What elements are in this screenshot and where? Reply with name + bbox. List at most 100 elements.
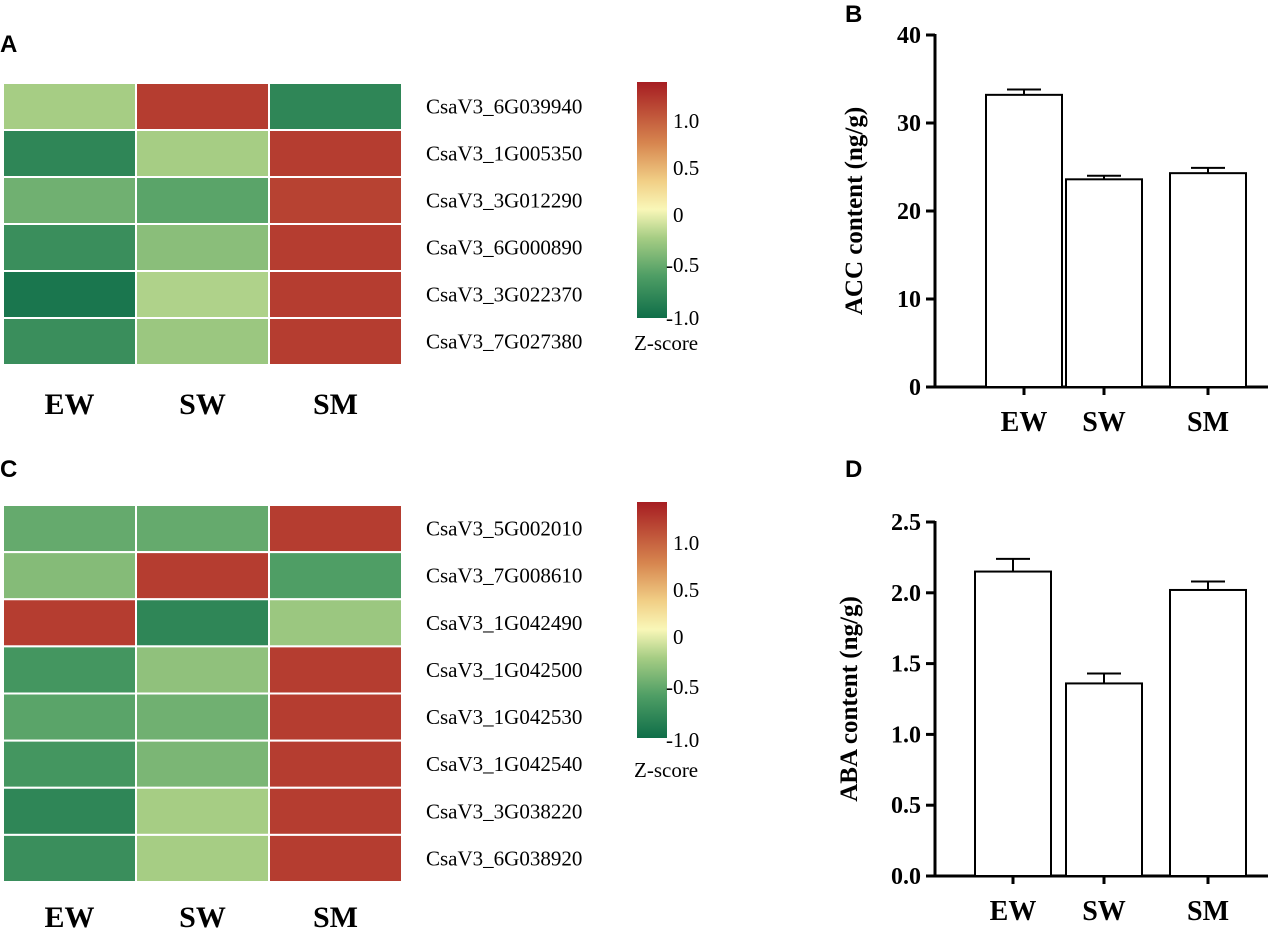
heatmap-row-label: CsaV3_1G042530 [426, 705, 582, 729]
y-tick-label: 1.5 [891, 652, 921, 678]
colorbar-a-tick-label: -1.0 [666, 306, 699, 330]
heatmap-column-label: EW [44, 388, 94, 421]
heatmap-cell [268, 82, 403, 131]
y-axis-label: ACC content (ng/g) [841, 107, 868, 315]
x-tick-label: SW [1082, 896, 1126, 927]
heatmap-cell [135, 129, 270, 178]
heatmap-cell [268, 598, 403, 648]
x-tick-label: SM [1187, 896, 1229, 927]
colorbar-a-tick-label: -0.5 [666, 253, 699, 277]
x-tick-label: EW [1001, 407, 1048, 438]
heatmap-cell [268, 504, 403, 554]
heatmap-cell [268, 270, 403, 319]
heatmap-row-label: CsaV3_1G042540 [426, 752, 582, 776]
heatmap-cell [2, 551, 137, 601]
heatmap-cell [135, 223, 270, 272]
heatmap-row-label: CsaV3_6G038920 [426, 846, 582, 870]
heatmap-cell [2, 692, 137, 742]
heatmap-cell [268, 739, 403, 789]
heatmap-cell [135, 317, 270, 366]
heatmap-cell [2, 82, 137, 131]
heatmap-cell [268, 645, 403, 695]
heatmap-column-label: SW [179, 388, 226, 421]
y-axis-label: ABA content (ng/g) [836, 596, 863, 802]
x-tick-label: EW [990, 896, 1037, 927]
heatmap-cell [2, 786, 137, 836]
heatmap-cell [2, 176, 137, 225]
heatmap-row-label: CsaV3_1G005350 [426, 142, 582, 166]
bar [1169, 588, 1247, 878]
heatmap-cell [2, 129, 137, 178]
heatmap-row-label: CsaV3_5G002010 [426, 517, 582, 541]
bar [1065, 682, 1143, 878]
y-tick-label: 40 [897, 23, 921, 49]
y-tick-label: 0 [909, 375, 921, 401]
bar [974, 570, 1052, 877]
colorbar-c-tick-label: 0.5 [673, 578, 699, 602]
colorbar-a: 1.0 0.5 0 -0.5 -1.0 Z-score [634, 82, 699, 355]
heatmap-cell [2, 598, 137, 648]
panel-label-c: C [0, 456, 17, 483]
heatmap-column-label: SM [313, 901, 358, 931]
y-tick-label: 30 [897, 111, 921, 137]
heatmap-cell [268, 833, 403, 883]
colorbar-c-title: Z-score [634, 758, 698, 782]
heatmap-cell [268, 786, 403, 836]
heatmap-column-label: SW [179, 901, 226, 931]
y-tick-label: 2.0 [891, 581, 921, 607]
heatmap-cell [135, 786, 270, 836]
y-tick-label: 0.5 [891, 793, 921, 819]
colorbar-c-tick-label: 0 [673, 625, 684, 649]
heatmap-cell [268, 551, 403, 601]
heatmap-column-label: EW [44, 901, 94, 931]
heatmap-cell [268, 317, 403, 366]
bar [985, 93, 1063, 388]
bar-chart-panel-d: 0.0 0.5 1.0 1.5 2.0 2.5 ABA content (ng/g) EW SW… [836, 510, 1268, 927]
heatmap-row-label: CsaV3_6G000890 [426, 236, 582, 260]
colorbar-c-gradient [637, 502, 667, 738]
heatmap-cell [2, 739, 137, 789]
colorbar-a-tick-label: 0 [673, 203, 684, 227]
x-tick-label: SM [1187, 407, 1229, 438]
bar [1065, 178, 1143, 388]
heatmap-cell [268, 129, 403, 178]
heatmap-cell [135, 270, 270, 319]
heatmap-panel-a: CsaV3_6G039940 CsaV3_1G005350 CsaV3_3G0122… [2, 82, 582, 421]
heatmap-cell [135, 176, 270, 225]
heatmap-cell [2, 504, 137, 554]
heatmap-cell [268, 223, 403, 272]
heatmap-row-label: CsaV3_7G027380 [426, 330, 582, 354]
heatmap-row-label: CsaV3_1G042490 [426, 611, 582, 635]
panel-label-a: A [0, 31, 17, 58]
heatmap-cell [135, 645, 270, 695]
heatmap-cell [2, 833, 137, 883]
heatmap-cell [268, 692, 403, 742]
bar-chart-panel-b: 0 10 20 30 40 ACC content (ng/g) EW SW SM [841, 23, 1268, 438]
y-tick-label: 10 [897, 287, 921, 313]
heatmap-row-label: CsaV3_3G038220 [426, 799, 582, 823]
heatmap-cell [135, 739, 270, 789]
colorbar-c-tick-label: -0.5 [666, 675, 699, 699]
y-tick-label: 2.5 [891, 510, 921, 536]
colorbar-a-title: Z-score [634, 331, 698, 355]
heatmap-cell [135, 551, 270, 601]
heatmap-cell [135, 692, 270, 742]
colorbar-c-tick-label: -1.0 [666, 728, 699, 752]
colorbar-a-gradient [637, 82, 667, 318]
heatmap-cell [135, 833, 270, 883]
colorbar-c-tick-label: 1.0 [673, 531, 699, 555]
heatmap-row-label: CsaV3_3G012290 [426, 189, 582, 213]
heatmap-row-label: CsaV3_1G042500 [426, 658, 582, 682]
colorbar-a-tick-label: 0.5 [673, 156, 699, 180]
colorbar-a-tick-label: 1.0 [673, 109, 699, 133]
x-tick-label: SW [1082, 407, 1126, 438]
heatmap-row-label: CsaV3_7G008610 [426, 564, 582, 588]
heatmap-panel-c: CsaV3_5G002010 CsaV3_7G008610 CsaV3_1G0424… [2, 504, 582, 931]
heatmap-cell [2, 645, 137, 695]
heatmap-cell [268, 176, 403, 225]
y-tick-label: 0.0 [891, 864, 921, 890]
heatmap-column-label: SM [313, 388, 358, 421]
y-tick-label: 20 [897, 199, 921, 225]
heatmap-row-label: CsaV3_6G039940 [426, 95, 582, 119]
